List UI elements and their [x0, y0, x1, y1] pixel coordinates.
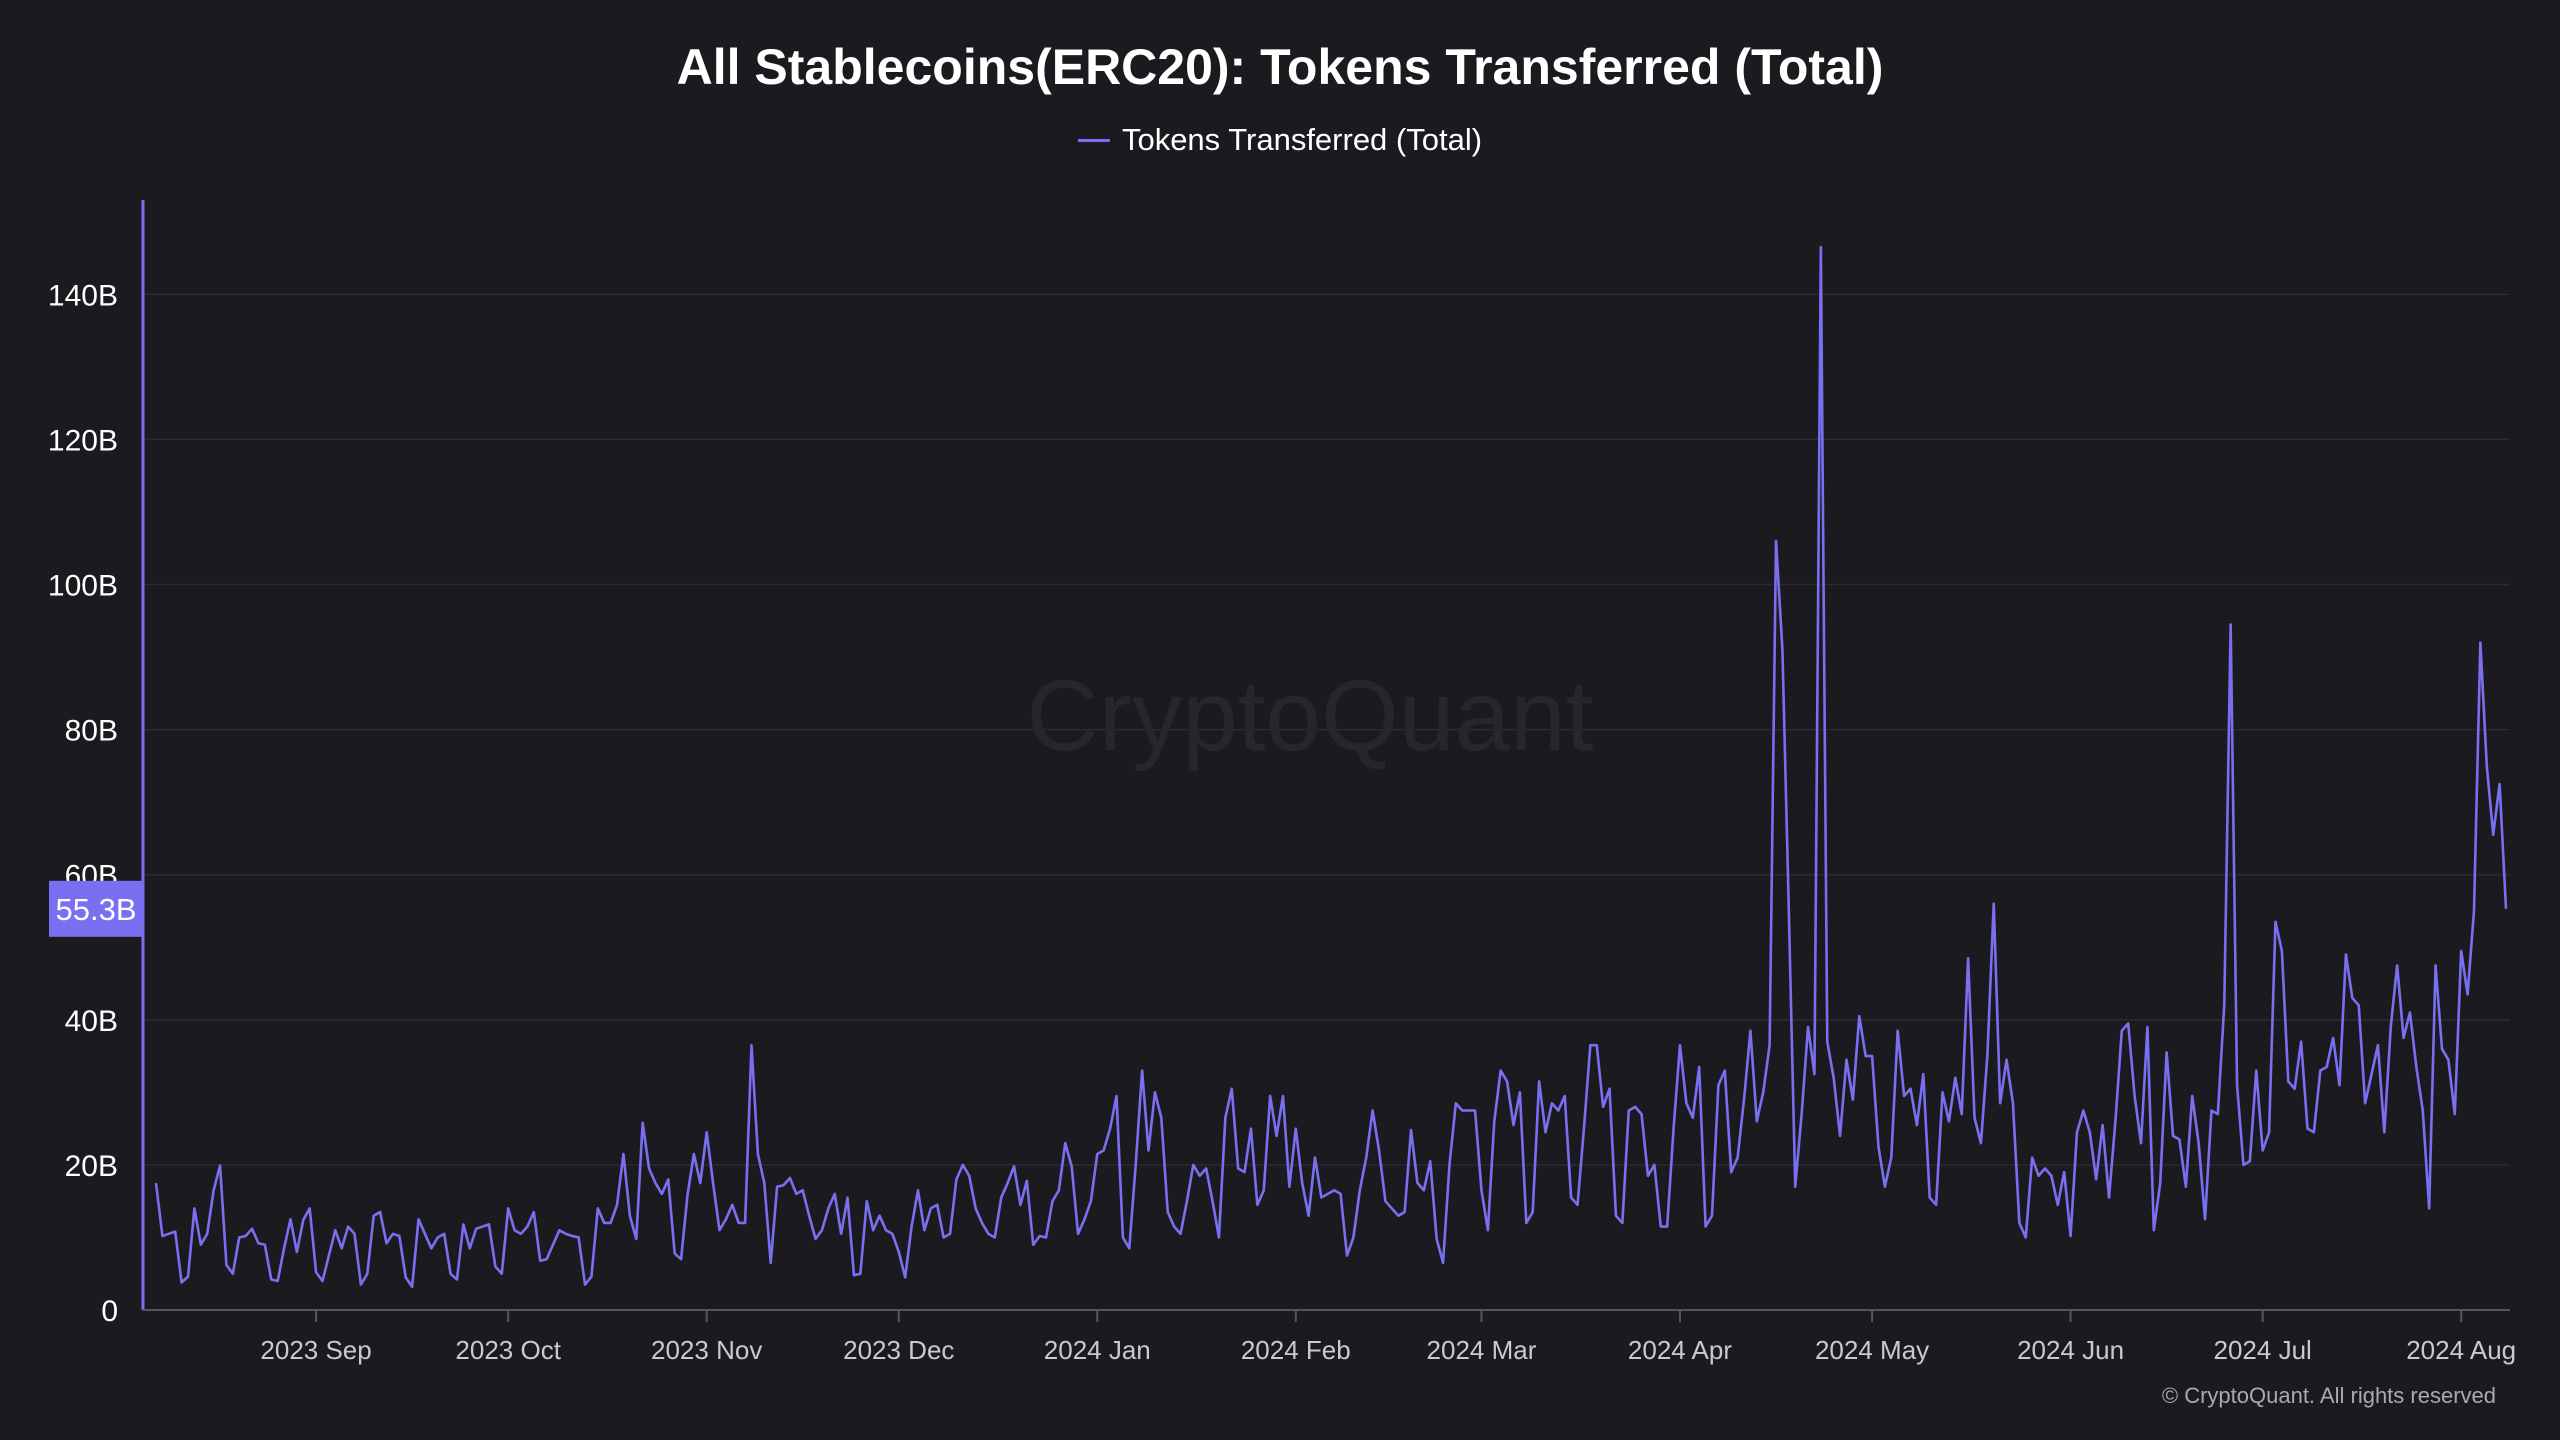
- chart-title: All Stablecoins(ERC20): Tokens Transferr…: [676, 39, 1884, 95]
- x-tick-label: 2023 Nov: [651, 1335, 762, 1365]
- y-tick-label: 120B: [48, 424, 118, 457]
- y-tick-label: 0: [101, 1295, 118, 1328]
- y-tick-label: 140B: [48, 279, 118, 312]
- x-tick-label: 2023 Oct: [455, 1335, 561, 1365]
- x-tick-label: 2024 Jun: [2017, 1335, 2124, 1365]
- x-tick-label: 2024 Mar: [1427, 1335, 1537, 1365]
- watermark: CryptoQuant: [1027, 660, 1594, 772]
- series-line-tokens-transferred[interactable]: [154, 245, 2508, 1289]
- gridlines: [143, 293, 2510, 1166]
- y-tick-label: 100B: [48, 570, 118, 603]
- y-tick-label: 20B: [65, 1150, 118, 1183]
- legend-swatch: [1077, 138, 1110, 142]
- legend[interactable]: Tokens Transferred (Total): [0, 122, 2560, 158]
- x-tick-label: 2023 Dec: [843, 1335, 954, 1365]
- x-tick-label: 2024 May: [1815, 1335, 1929, 1365]
- y-tick-label: 80B: [65, 715, 118, 748]
- copyright-credit: © CryptoQuant. All rights reserved: [2161, 1383, 2496, 1408]
- x-tick-label: 2023 Sep: [260, 1335, 371, 1365]
- x-tick-label: 2024 Feb: [1241, 1335, 1351, 1365]
- last-value-text: 55.3B: [55, 892, 136, 927]
- last-value-marker: 55.3B: [49, 880, 143, 937]
- legend-label: Tokens Transferred (Total): [1121, 122, 1483, 157]
- x-tick-label: 2024 Aug: [2406, 1335, 2516, 1365]
- x-tick-label: 2024 Jul: [2214, 1335, 2312, 1365]
- x-tick-label: 2024 Apr: [1628, 1335, 1732, 1365]
- x-tick-label: 2024 Jan: [1044, 1335, 1151, 1365]
- series-group: [154, 245, 2508, 1289]
- x-axis: 2023 Sep 2023 Oct 2023 Nov 2023 Dec 2024 Jan…: [143, 1309, 2516, 1365]
- last-value-badge: [49, 880, 143, 937]
- y-tick-label: 40B: [65, 1005, 118, 1038]
